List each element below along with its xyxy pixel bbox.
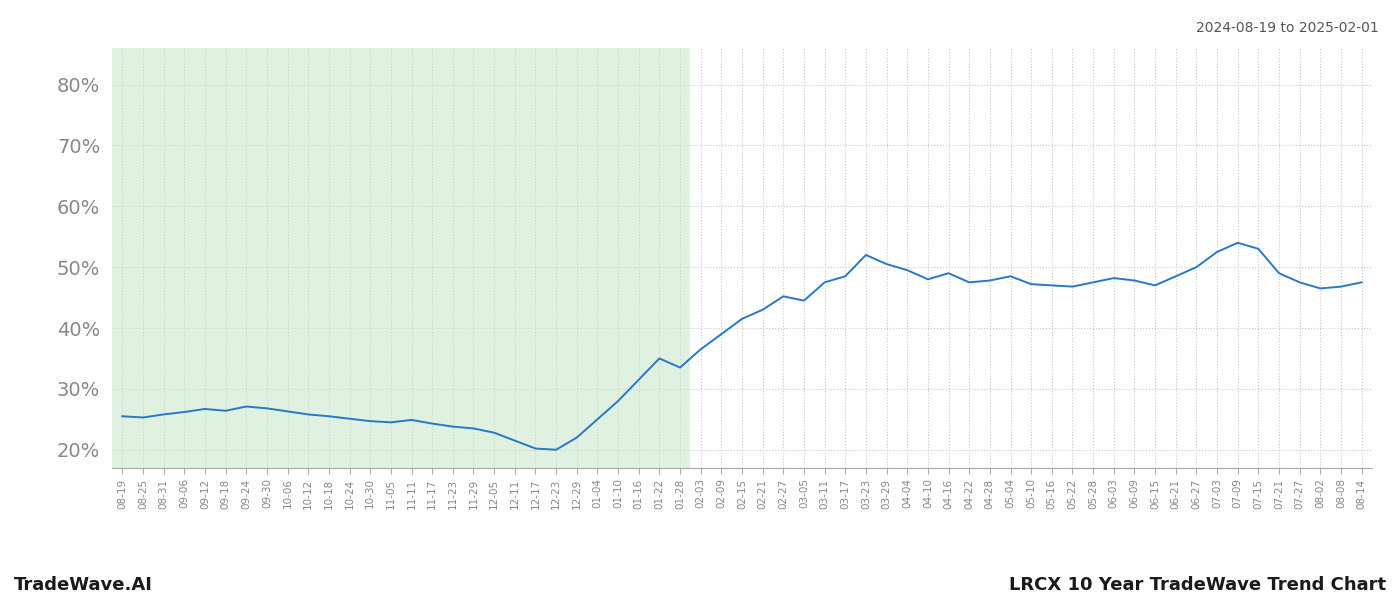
Bar	[112, 48, 690, 468]
Text: 2024-08-19 to 2025-02-01: 2024-08-19 to 2025-02-01	[1196, 21, 1379, 35]
Text: TradeWave.AI: TradeWave.AI	[14, 576, 153, 594]
Text: LRCX 10 Year TradeWave Trend Chart: LRCX 10 Year TradeWave Trend Chart	[1009, 576, 1386, 594]
